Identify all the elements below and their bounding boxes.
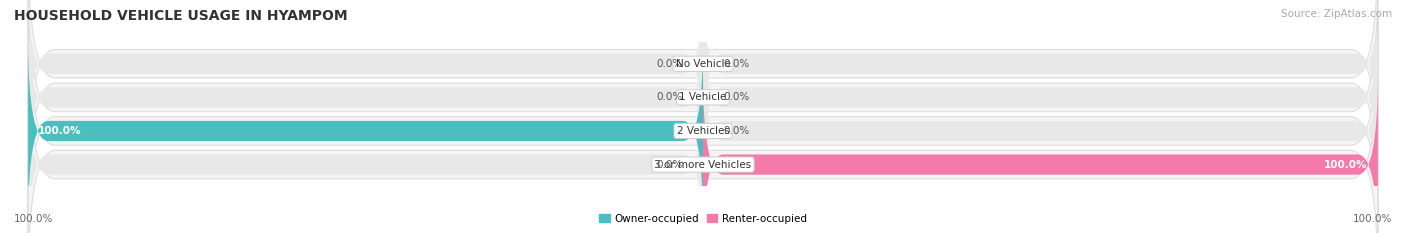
FancyBboxPatch shape bbox=[703, 74, 1378, 233]
Text: HOUSEHOLD VEHICLE USAGE IN HYAMPOM: HOUSEHOLD VEHICLE USAGE IN HYAMPOM bbox=[14, 9, 347, 23]
FancyBboxPatch shape bbox=[28, 40, 703, 222]
FancyBboxPatch shape bbox=[703, 7, 1378, 188]
Legend: Owner-occupied, Renter-occupied: Owner-occupied, Renter-occupied bbox=[595, 209, 811, 228]
Text: 0.0%: 0.0% bbox=[723, 92, 749, 102]
FancyBboxPatch shape bbox=[28, 45, 1378, 233]
Text: 100.0%: 100.0% bbox=[1324, 160, 1368, 170]
FancyBboxPatch shape bbox=[28, 7, 703, 188]
Text: 0.0%: 0.0% bbox=[657, 92, 683, 102]
Text: 1 Vehicle: 1 Vehicle bbox=[679, 92, 727, 102]
FancyBboxPatch shape bbox=[28, 0, 1378, 217]
Text: No Vehicle: No Vehicle bbox=[675, 59, 731, 69]
Text: 3 or more Vehicles: 3 or more Vehicles bbox=[654, 160, 752, 170]
FancyBboxPatch shape bbox=[28, 11, 1378, 233]
FancyBboxPatch shape bbox=[28, 40, 703, 222]
Text: 100.0%: 100.0% bbox=[38, 126, 82, 136]
Text: 100.0%: 100.0% bbox=[1353, 214, 1392, 224]
FancyBboxPatch shape bbox=[703, 40, 1378, 222]
Text: 100.0%: 100.0% bbox=[14, 214, 53, 224]
FancyBboxPatch shape bbox=[703, 0, 1378, 154]
Text: 0.0%: 0.0% bbox=[657, 160, 683, 170]
Text: Source: ZipAtlas.com: Source: ZipAtlas.com bbox=[1281, 9, 1392, 19]
Text: 0.0%: 0.0% bbox=[657, 59, 683, 69]
Text: 0.0%: 0.0% bbox=[723, 126, 749, 136]
Text: 0.0%: 0.0% bbox=[723, 59, 749, 69]
FancyBboxPatch shape bbox=[28, 0, 703, 154]
FancyBboxPatch shape bbox=[28, 74, 703, 233]
FancyBboxPatch shape bbox=[703, 74, 1378, 233]
Text: 2 Vehicles: 2 Vehicles bbox=[676, 126, 730, 136]
FancyBboxPatch shape bbox=[28, 0, 1378, 184]
